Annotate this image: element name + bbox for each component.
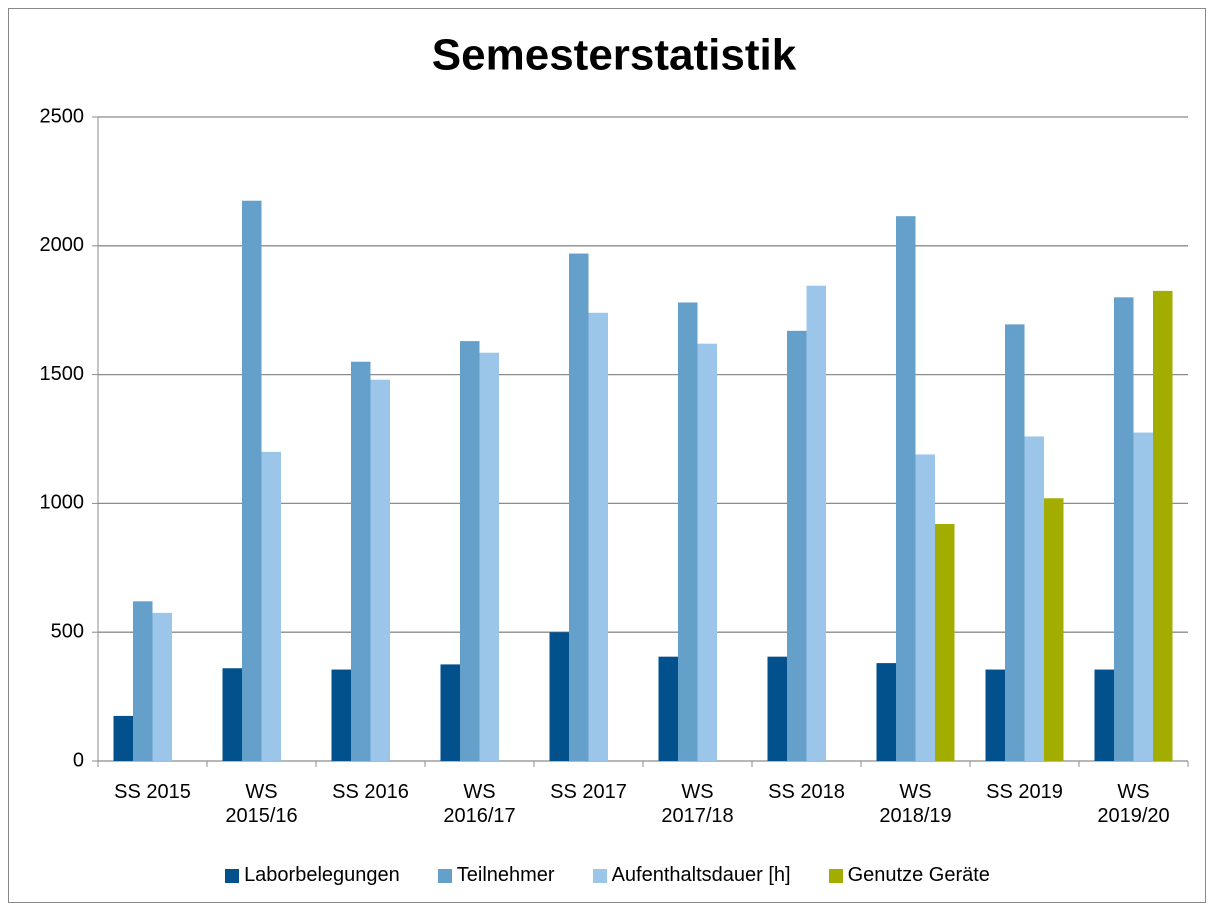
legend-item: Genutze Geräte bbox=[828, 864, 990, 887]
bar bbox=[351, 361, 371, 761]
bar bbox=[569, 253, 589, 761]
legend-swatch bbox=[828, 868, 843, 883]
bar bbox=[133, 601, 153, 761]
x-tick-label: WS 2015/16 bbox=[225, 781, 298, 827]
legend-swatch bbox=[225, 868, 240, 883]
bar bbox=[915, 454, 935, 761]
x-tick-label: SS 2015 bbox=[114, 781, 191, 803]
bar bbox=[658, 656, 678, 761]
legend: Laborbelegungen Teilnehmer Aufenthaltsdaue… bbox=[0, 864, 1215, 887]
bar bbox=[152, 612, 172, 761]
bar bbox=[588, 312, 608, 761]
bar bbox=[460, 341, 480, 761]
bar bbox=[242, 200, 262, 762]
y-tick-label: 1500 bbox=[40, 363, 85, 385]
x-tick-label: WS 2017/18 bbox=[661, 781, 734, 827]
bar bbox=[549, 632, 569, 761]
bar bbox=[113, 715, 133, 761]
bar bbox=[678, 302, 698, 761]
x-tick-label: WS 2018/19 bbox=[879, 781, 952, 827]
bar bbox=[985, 669, 1005, 761]
legend-item: Laborbelegungen bbox=[225, 864, 400, 887]
y-tick-label: 2500 bbox=[40, 105, 85, 127]
bar bbox=[1153, 290, 1173, 761]
bar bbox=[261, 451, 281, 761]
bar bbox=[1024, 436, 1044, 761]
x-tick-label: WS 2016/17 bbox=[443, 781, 516, 827]
y-tick-label: 2000 bbox=[40, 234, 85, 256]
bar bbox=[767, 656, 787, 761]
bar bbox=[1044, 498, 1064, 761]
bar bbox=[1005, 324, 1025, 761]
legend-item: Aufenthaltsdauer [h] bbox=[592, 864, 791, 887]
bar bbox=[806, 285, 826, 761]
bar bbox=[1094, 669, 1114, 761]
x-tick-label: SS 2019 bbox=[986, 781, 1063, 803]
legend-label: Laborbelegungen bbox=[244, 864, 400, 886]
x-tick-label: SS 2016 bbox=[332, 781, 409, 803]
legend-label: Aufenthaltsdauer [h] bbox=[611, 864, 791, 886]
bar bbox=[440, 664, 460, 761]
y-tick-label: 0 bbox=[73, 749, 84, 771]
x-tick-label: SS 2018 bbox=[768, 781, 845, 803]
bar bbox=[787, 330, 807, 761]
bar bbox=[222, 668, 242, 761]
legend-swatch bbox=[437, 868, 452, 883]
bar bbox=[479, 352, 499, 761]
chart-title: Semesterstatistik bbox=[432, 31, 797, 80]
bar bbox=[1114, 297, 1134, 761]
legend-swatch bbox=[592, 868, 607, 883]
bar bbox=[370, 379, 390, 761]
y-tick-label: 1000 bbox=[40, 492, 85, 514]
bar bbox=[697, 343, 717, 761]
bar bbox=[935, 524, 955, 761]
bar bbox=[896, 216, 916, 761]
x-tick-label: SS 2017 bbox=[550, 781, 627, 803]
bar bbox=[331, 669, 351, 761]
y-tick-label: 500 bbox=[51, 620, 84, 642]
legend-label: Genutze Geräte bbox=[847, 864, 990, 886]
x-tick-label: WS 2019/20 bbox=[1097, 781, 1170, 827]
legend-item: Teilnehmer bbox=[437, 864, 555, 887]
legend-label: Teilnehmer bbox=[456, 864, 555, 886]
bar bbox=[876, 663, 896, 761]
bar bbox=[1133, 432, 1153, 761]
